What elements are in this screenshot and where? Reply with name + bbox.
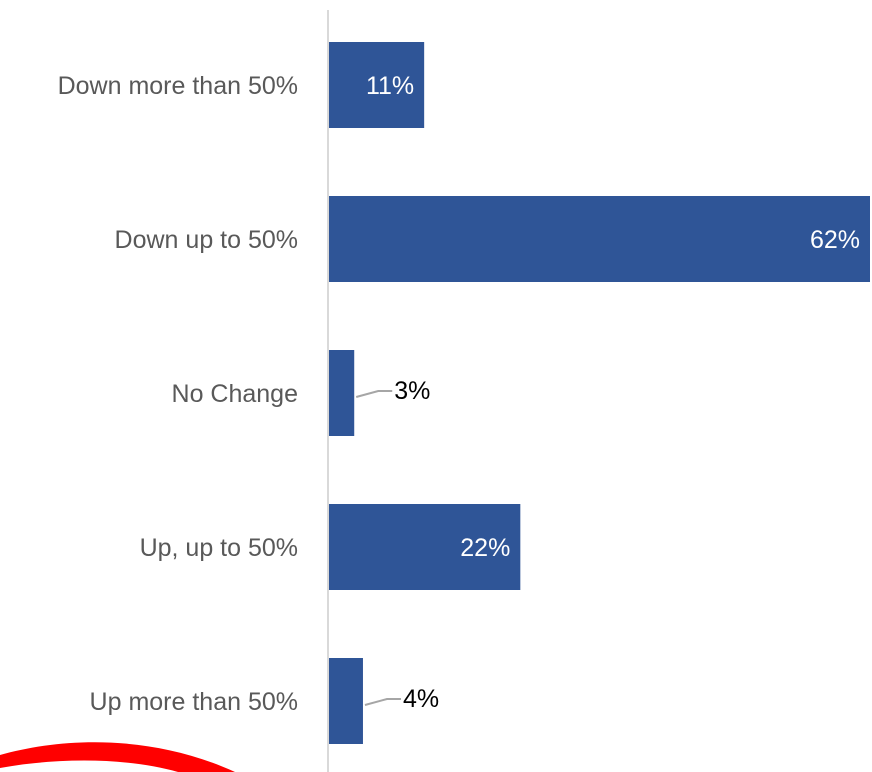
- value-label-0: 11%: [366, 72, 414, 100]
- leader-line-4: [364, 698, 401, 706]
- red-marker-stroke: [0, 742, 235, 772]
- bar-1: [328, 196, 870, 282]
- category-label-2: No Change: [172, 380, 298, 408]
- value-label-3: 22%: [460, 534, 510, 562]
- bars-layer: [328, 42, 870, 744]
- category-label-4: Up more than 50%: [90, 688, 298, 716]
- labels-layer: Down more than 50% 11% Down up to 50% 62% No…: [58, 72, 860, 716]
- leader-line-2: [355, 390, 393, 398]
- bar-4: [328, 658, 363, 744]
- category-label-0: Down more than 50%: [58, 72, 298, 100]
- category-label-1: Down up to 50%: [115, 226, 298, 254]
- value-label-1: 62%: [810, 226, 860, 254]
- bar-0: [328, 42, 425, 128]
- bar-3: [328, 504, 521, 590]
- category-label-3: Up, up to 50%: [140, 534, 298, 562]
- bar-2: [328, 350, 355, 436]
- value-label-4: 4%: [403, 685, 439, 713]
- value-label-2: 3%: [394, 377, 430, 405]
